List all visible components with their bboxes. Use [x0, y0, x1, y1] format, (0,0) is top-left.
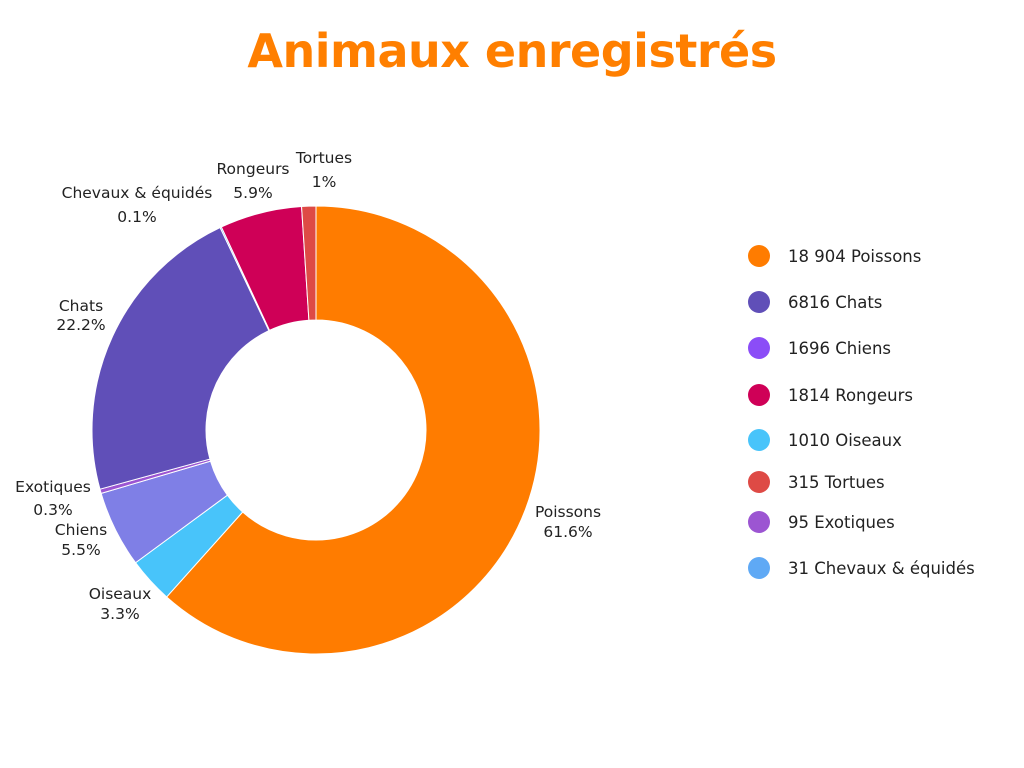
slice-chats — [91, 226, 270, 490]
slice-percent-poissons: 61.6% — [543, 523, 592, 541]
legend-swatch — [748, 429, 770, 451]
slice-label-chevaux-equides: Chevaux & équidés — [62, 184, 213, 202]
legend-item: 315 Tortues — [748, 469, 1008, 495]
legend-label: 18 904 Poissons — [788, 246, 922, 266]
legend-label: 1696 Chiens — [788, 338, 892, 358]
legend-label: 1010 Oiseaux — [788, 430, 902, 450]
legend-swatch — [748, 291, 770, 313]
slice-label-rongeurs: Rongeurs — [216, 160, 289, 178]
legend-swatch — [748, 337, 770, 359]
legend-item: 1814 Rongeurs — [748, 382, 1008, 408]
legend-label: 95 Exotiques — [788, 512, 895, 532]
slice-label-oiseaux: Oiseaux — [89, 585, 152, 603]
slice-tortues — [301, 205, 317, 321]
slice-percent-chevaux-equides: 0.1% — [117, 208, 156, 226]
legend-item: 18 904 Poissons — [748, 243, 1008, 269]
legend-item: 95 Exotiques — [748, 509, 1008, 535]
legend-swatch — [748, 471, 770, 493]
legend-label: 315 Tortues — [788, 472, 885, 492]
legend-label: 1814 Rongeurs — [788, 385, 913, 405]
slice-percent-chats: 22.2% — [56, 316, 105, 334]
legend-label: 31 Chevaux & équidés — [788, 558, 975, 578]
legend-swatch — [748, 557, 770, 579]
slice-label-exotiques: Exotiques — [15, 478, 91, 496]
slice-label-poissons: Poissons — [535, 503, 601, 521]
legend-item: 1010 Oiseaux — [748, 427, 1008, 453]
slice-percent-rongeurs: 5.9% — [233, 184, 272, 202]
legend-swatch — [748, 511, 770, 533]
slice-percent-exotiques: 0.3% — [33, 501, 72, 519]
slice-label-tortues: Tortues — [295, 149, 352, 167]
legend-swatch — [748, 384, 770, 406]
slice-percent-tortues: 1% — [312, 173, 337, 191]
slice-percent-oiseaux: 3.3% — [100, 605, 139, 623]
slice-percent-chiens: 5.5% — [61, 541, 100, 559]
legend-swatch — [748, 245, 770, 267]
chart-title: Animaux enregistrés — [247, 24, 777, 78]
legend-item: 1696 Chiens — [748, 335, 1008, 361]
legend-item: 6816 Chats — [748, 289, 1008, 315]
slice-label-chiens: Chiens — [55, 521, 107, 539]
legend-item: 31 Chevaux & équidés — [748, 555, 1008, 581]
slice-poissons — [165, 205, 541, 655]
slice-label-chats: Chats — [59, 297, 103, 315]
legend-label: 6816 Chats — [788, 292, 883, 312]
